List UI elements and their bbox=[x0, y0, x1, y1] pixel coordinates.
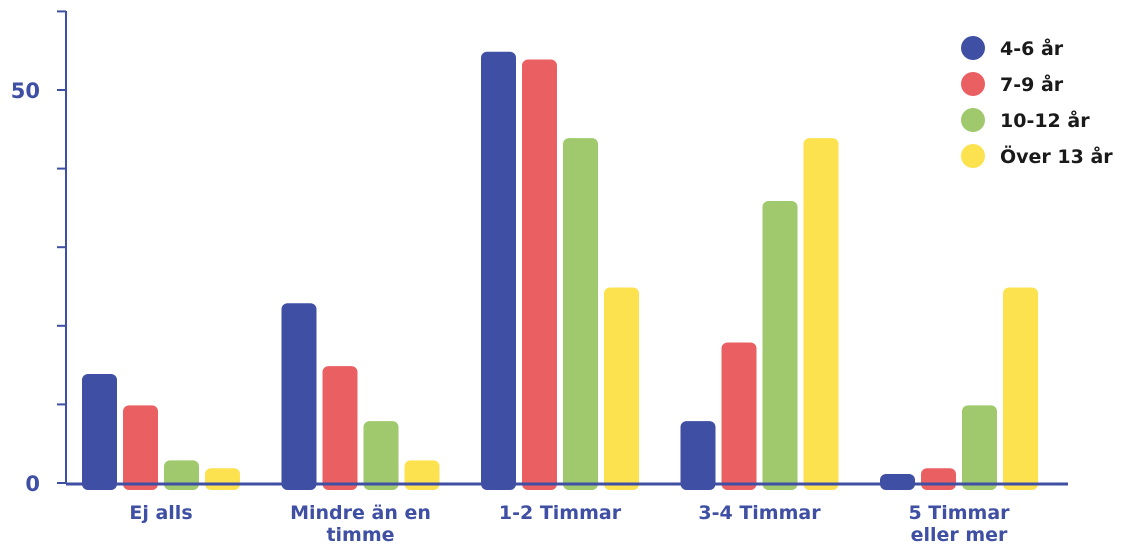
bar bbox=[481, 51, 516, 490]
legend-swatch bbox=[961, 144, 985, 168]
bar bbox=[404, 460, 440, 490]
y-tick-label: 0 bbox=[25, 472, 40, 496]
x-tick-label: 3-4 Timmar bbox=[698, 502, 821, 524]
y-axis: 0 50 bbox=[11, 10, 67, 496]
bar bbox=[1003, 287, 1038, 490]
legend: 4-6 år 7-9 år 10-12 år Över 13 år bbox=[961, 36, 1113, 168]
bar bbox=[921, 468, 956, 490]
legend-item: 10-12 år bbox=[961, 108, 1090, 132]
x-tick-label: 1-2 Timmar bbox=[499, 502, 622, 524]
bar bbox=[563, 138, 598, 490]
bar bbox=[803, 138, 839, 490]
bar bbox=[962, 405, 997, 490]
bar bbox=[164, 460, 199, 490]
bar bbox=[363, 421, 399, 490]
legend-item: 7-9 år bbox=[961, 72, 1064, 96]
legend-swatch bbox=[961, 108, 985, 132]
bar bbox=[522, 59, 557, 491]
bar bbox=[604, 287, 639, 490]
legend-label: 7-9 år bbox=[1000, 72, 1064, 96]
bar bbox=[680, 421, 716, 490]
x-axis: Ej alls Mindre än en timme 1-2 Timmar 3-4 Ti… bbox=[66, 482, 1068, 546]
bar bbox=[82, 373, 117, 490]
bar bbox=[762, 201, 798, 491]
x-tick-label: Mindre än en timme bbox=[290, 502, 431, 546]
bar bbox=[123, 405, 158, 490]
bar bbox=[721, 342, 757, 490]
y-tick-label: 50 bbox=[11, 79, 40, 103]
legend-item: 4-6 år bbox=[961, 36, 1064, 60]
legend-swatch bbox=[961, 36, 985, 60]
legend-label: 10-12 år bbox=[1000, 108, 1090, 132]
x-tick-label: Ej alls bbox=[129, 502, 192, 524]
bar bbox=[880, 474, 915, 490]
legend-item: Över 13 år bbox=[961, 144, 1113, 168]
legend-swatch bbox=[961, 72, 985, 96]
x-tick-label: 5 Timmar eller mer bbox=[908, 502, 1010, 546]
legend-label: Över 13 år bbox=[1000, 144, 1113, 168]
bars bbox=[82, 51, 1038, 491]
legend-label: 4-6 år bbox=[1000, 36, 1064, 60]
bar bbox=[322, 366, 358, 490]
bar bbox=[281, 303, 317, 490]
bar bbox=[205, 468, 240, 490]
